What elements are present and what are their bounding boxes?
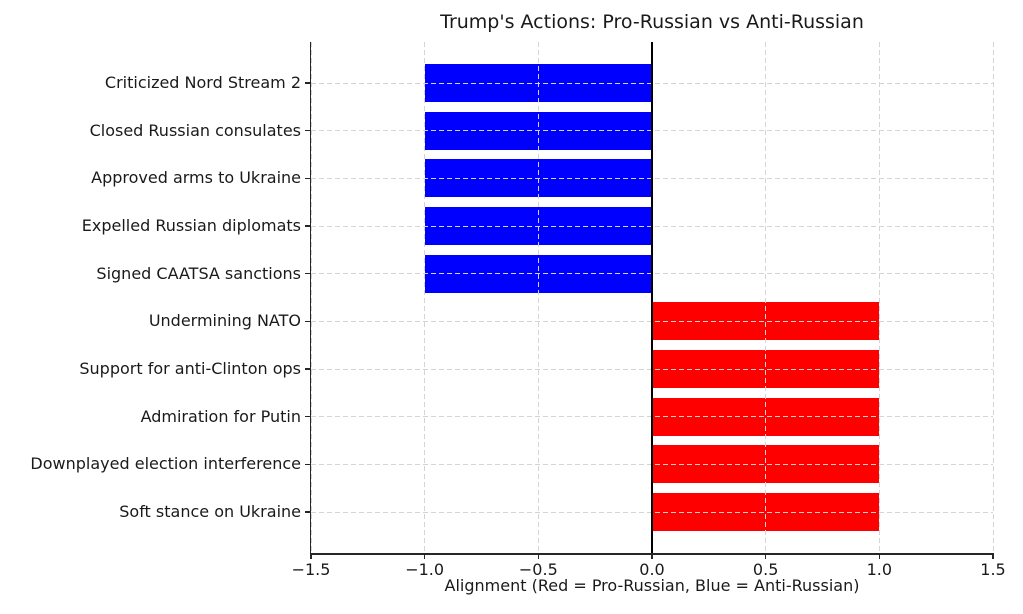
x-tick <box>878 553 881 559</box>
chart-title: Trump's Actions: Pro-Russian vs Anti-Rus… <box>440 11 864 33</box>
v-gridline <box>765 42 767 553</box>
v-gridline <box>424 42 426 553</box>
x-tick-label: −1.5 <box>291 560 331 579</box>
y-tick <box>305 463 311 466</box>
x-tick-label: 1.0 <box>866 560 893 579</box>
x-tick <box>537 553 540 559</box>
y-tick-label: Expelled Russian diplomats <box>81 216 301 235</box>
y-tick-label: Closed Russian consulates <box>89 120 301 140</box>
y-tick <box>305 129 311 132</box>
y-tick-label: Support for anti-Clinton ops <box>79 359 301 378</box>
y-tick-label: Admiration for Putin <box>140 406 301 426</box>
x-axis-label: Alignment (Red = Pro-Russian, Blue = Ant… <box>444 576 860 595</box>
v-gridline <box>878 42 880 553</box>
x-tick-label: 1.5 <box>980 560 1006 579</box>
y-tick <box>305 511 311 513</box>
y-tick-label: Soft stance on Ukraine <box>119 502 301 521</box>
y-tick <box>305 368 311 370</box>
x-tick-label: −0.5 <box>518 560 558 579</box>
zero-axis-line <box>651 42 653 553</box>
bottom-spine <box>309 553 993 555</box>
x-tick-label: 0.5 <box>752 560 779 579</box>
y-tick-label: Approved arms to Ukraine <box>91 168 301 188</box>
x-tick <box>423 553 426 559</box>
x-tick-label: −1.0 <box>405 560 445 579</box>
y-tick-label: Undermining NATO <box>148 311 301 331</box>
y-tick <box>305 225 311 227</box>
y-tick <box>305 272 311 275</box>
y-tick <box>305 82 311 84</box>
v-gridline <box>310 42 312 553</box>
y-tick <box>305 177 311 180</box>
x-tick <box>651 553 653 559</box>
y-tick <box>305 320 311 323</box>
x-tick <box>764 553 767 559</box>
plot-area <box>310 42 994 553</box>
x-tick-label: 0.0 <box>639 560 665 579</box>
y-tick-label: Criticized Nord Stream 2 <box>104 73 301 92</box>
v-gridline <box>992 42 994 553</box>
y-tick-label: Downplayed election interference <box>30 454 301 474</box>
x-tick <box>310 553 312 559</box>
x-tick <box>992 553 994 559</box>
left-spine <box>309 42 311 555</box>
y-tick <box>305 415 311 418</box>
v-gridline <box>537 42 539 553</box>
y-tick-label: Signed CAATSA sanctions <box>96 263 301 283</box>
